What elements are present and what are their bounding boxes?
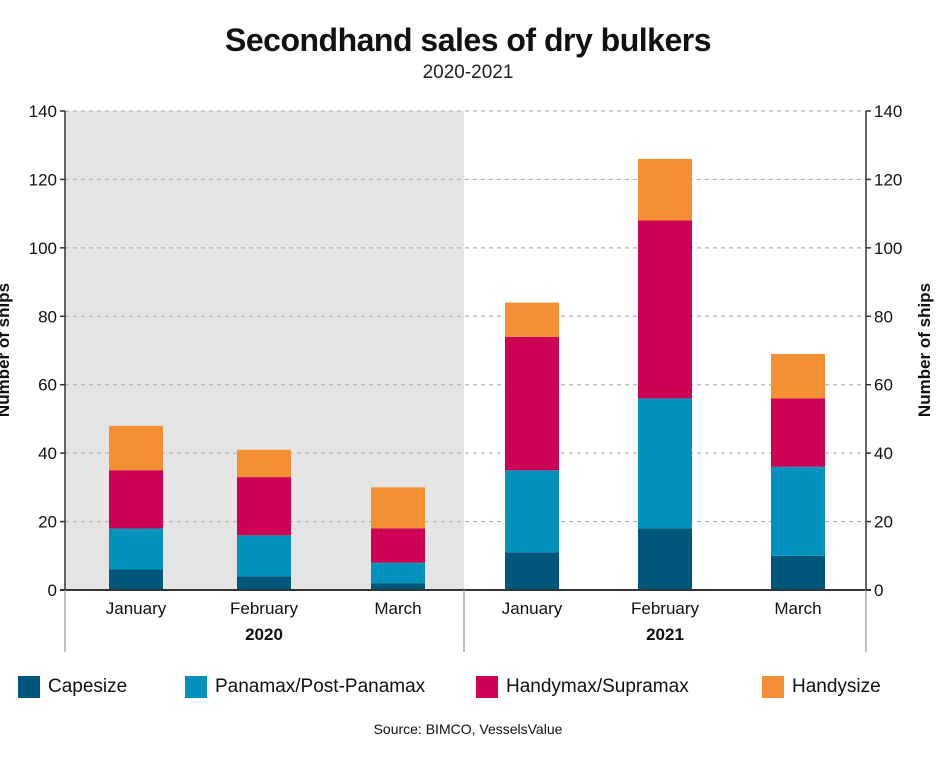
legend-label: Panamax/Post-Panamax [215, 676, 426, 697]
y-tick-label: 0 [874, 581, 883, 600]
x-category-label: March [774, 599, 821, 618]
stacked-bar-chart: 0 20 40 60 80 100 120 140 0 20 40 60 80 100 120 140 Ja… [0, 102, 934, 652]
bar-segment-handysize [109, 425, 163, 471]
bar-segment-handysize [371, 487, 425, 529]
y-axis-title-right: Number of ships [915, 283, 934, 417]
bar-segment-capesize [505, 552, 559, 590]
bar-segment-handymax-supramax [505, 336, 559, 471]
bar-segment-handysize [771, 353, 825, 399]
x-category-label: February [230, 599, 299, 618]
y-tick-label: 0 [48, 581, 57, 600]
bar-segment-handymax-supramax [109, 470, 163, 529]
x-category-label: January [106, 599, 167, 618]
x-group-labels: 2020 2021 [245, 625, 684, 644]
x-category-label: March [374, 599, 421, 618]
bar-segment-handymax-supramax [237, 477, 291, 536]
bar-segment-capesize [771, 555, 825, 590]
bar-segment-handymax-supramax [638, 220, 692, 399]
bar-segment-capesize [371, 583, 425, 590]
legend-item-capesize: Capesize [18, 676, 127, 698]
y-tick-label: 120 [29, 170, 57, 189]
legend-label: Handymax/Supramax [506, 676, 689, 697]
y-tick-label: 20 [874, 513, 893, 532]
x-category-label: February [631, 599, 700, 618]
legend-swatch [18, 676, 40, 698]
bar-segment-capesize [109, 569, 163, 590]
legend-item-handysize: Handysize [762, 676, 881, 698]
bar-segment-panamax-post-panamax [109, 528, 163, 570]
bars [109, 158, 825, 590]
legend: Capesize Panamax/Post-Panamax Handymax/S… [18, 676, 918, 706]
bar-segment-panamax-post-panamax [237, 535, 291, 577]
y-tick-label: 100 [874, 239, 902, 258]
y-tick-label: 80 [38, 307, 57, 326]
bar-segment-panamax-post-panamax [771, 466, 825, 556]
x-category-label: January [502, 599, 563, 618]
bar-segment-panamax-post-panamax [638, 398, 692, 529]
y-axis-title-left: Number of ships [0, 283, 13, 417]
bar-segment-handysize [237, 449, 291, 478]
x-group-label: 2021 [646, 625, 684, 644]
legend-item-handymax: Handymax/Supramax [476, 676, 689, 698]
chart-title: Secondhand sales of dry bulkers [225, 22, 711, 58]
legend-label: Handysize [792, 676, 881, 697]
legend-label: Capesize [48, 676, 128, 697]
y-tick-label: 140 [874, 102, 902, 121]
gridlines [65, 110, 866, 523]
y-tick-label: 40 [38, 444, 57, 463]
legend-swatch [185, 676, 207, 698]
bar-segment-panamax-post-panamax [371, 562, 425, 584]
y-tick-label: 120 [874, 170, 902, 189]
y-tick-label: 20 [38, 513, 57, 532]
y-ticks-right: 0 20 40 60 80 100 120 140 [866, 102, 902, 600]
y-tick-label: 40 [874, 444, 893, 463]
x-group-label: 2020 [245, 625, 283, 644]
y-tick-label: 60 [38, 376, 57, 395]
bar-segment-capesize [237, 576, 291, 590]
bar-segment-capesize [638, 528, 692, 590]
bar-segment-panamax-post-panamax [505, 470, 559, 553]
bar-segment-handymax-supramax [771, 398, 825, 467]
legend-item-panamax: Panamax/Post-Panamax [185, 676, 425, 698]
y-tick-label: 100 [29, 239, 57, 258]
y-ticks-left: 0 20 40 60 80 100 120 140 [29, 102, 65, 600]
bar-segment-handysize [505, 302, 559, 337]
axes [60, 111, 871, 652]
x-category-labels: January February March January February March [106, 599, 822, 618]
legend-swatch [762, 676, 784, 698]
y-tick-label: 80 [874, 307, 893, 326]
bar-segment-handysize [638, 158, 692, 221]
y-tick-label: 140 [29, 102, 57, 121]
y-tick-label: 60 [874, 376, 893, 395]
legend-swatch [476, 676, 498, 698]
source-note: Source: BIMCO, VesselsValue [373, 721, 563, 737]
bar-segment-handymax-supramax [371, 528, 425, 563]
chart-subtitle: 2020-2021 [422, 62, 514, 83]
